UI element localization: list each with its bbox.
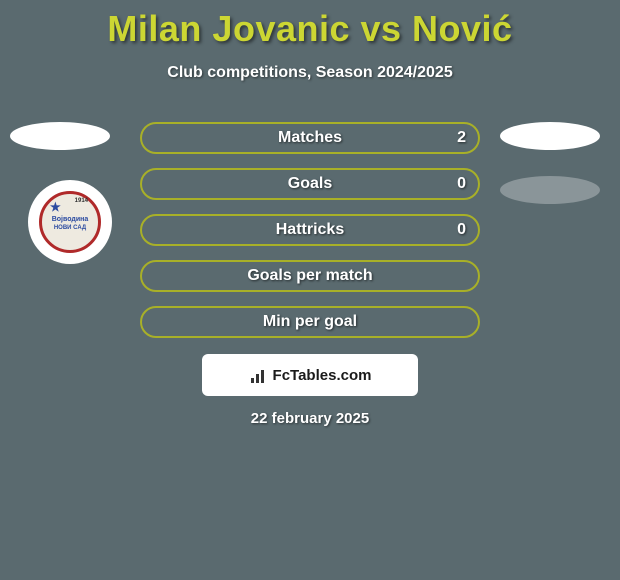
stat-label: Hattricks [276,221,344,239]
footer-date: 22 february 2025 [0,410,620,427]
club-name-top: Војводина [52,216,89,223]
stat-row-matches: Matches 2 [140,122,480,154]
stat-row-hattricks: Hattricks 0 [140,214,480,246]
player-right-oval-2 [500,176,600,204]
comparison-subtitle: Club competitions, Season 2024/2025 [0,64,620,82]
player-right-oval [500,122,600,150]
stat-row-goals-per-match: Goals per match [140,260,480,292]
stats-container: Matches 2 Goals 0 Hattricks 0 Goals per … [140,122,480,352]
stat-label: Matches [278,129,342,147]
stat-value: 2 [457,129,466,147]
footer-brand-badge: FcTables.com [202,354,418,396]
club-badge: ★ 1914 Војводина НОВИ САД [28,180,112,264]
footer-brand-text: FcTables.com [273,367,372,384]
player-left-oval [10,122,110,150]
stat-label: Goals [288,175,332,193]
stat-label: Goals per match [247,267,372,285]
stat-value: 0 [457,221,466,239]
club-name-bottom: НОВИ САД [54,225,86,231]
club-year: 1914 [75,198,88,204]
footer-logo: FcTables.com [249,367,372,384]
bar-chart-icon [249,367,269,383]
comparison-title: Milan Jovanic vs Nović [0,0,620,50]
stat-row-min-per-goal: Min per goal [140,306,480,338]
stat-row-goals: Goals 0 [140,168,480,200]
club-badge-inner: ★ 1914 Војводина НОВИ САД [39,191,101,253]
stat-label: Min per goal [263,313,357,331]
stat-value: 0 [457,175,466,193]
star-icon: ★ [50,200,61,214]
